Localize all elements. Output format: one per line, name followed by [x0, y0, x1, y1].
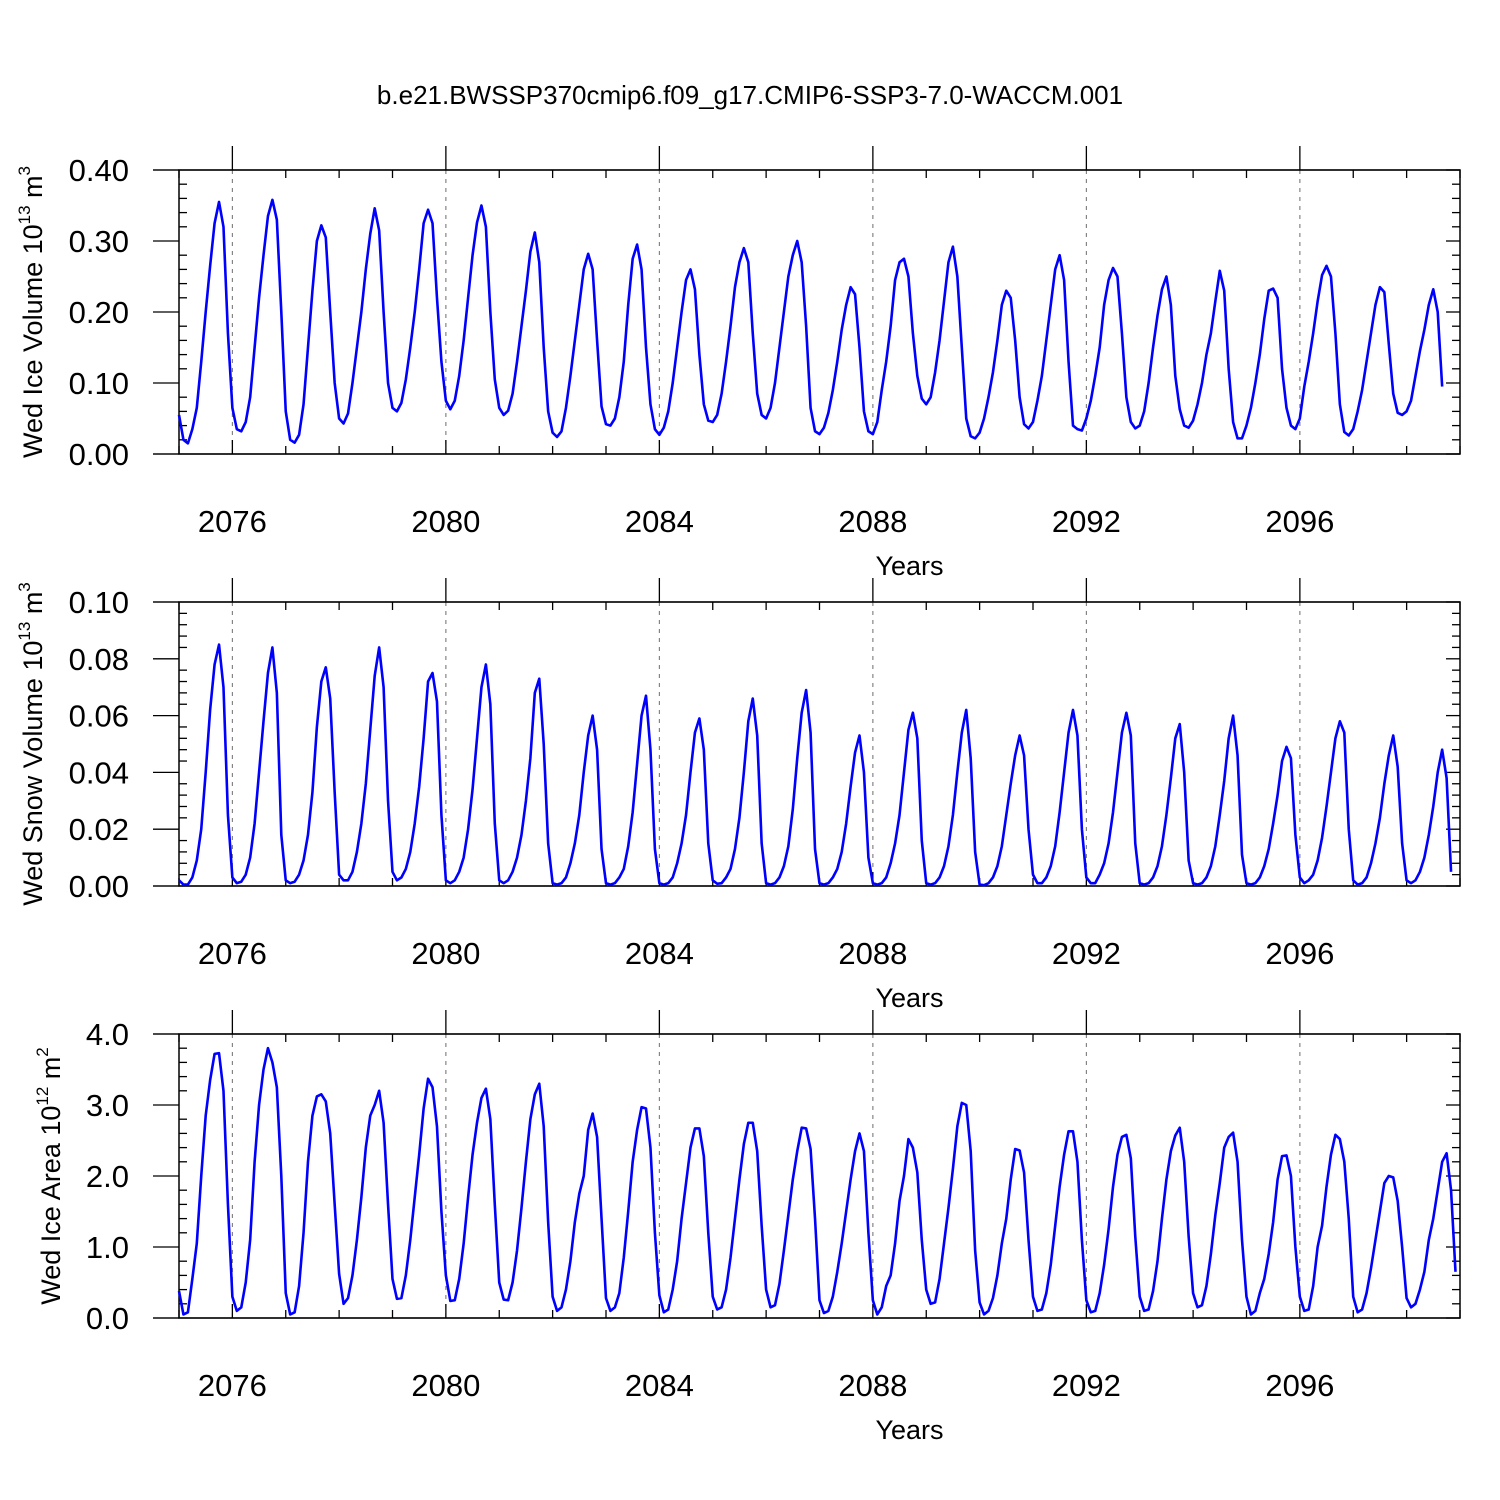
chart-panel-3: 0.0 1.0 2.0 3.0 4.0 2076 2080 2084 2088 2092 2096 Y… [33, 1010, 1461, 1445]
y-tick-label: 0.06 [69, 699, 129, 734]
y-tick-label: 0.20 [69, 295, 129, 330]
x-tick-label: 2092 [1052, 1368, 1121, 1403]
y-axis-title-unit: m [36, 1057, 66, 1087]
y-tick-label: 0.00 [69, 869, 129, 904]
x-axis-title: Years [875, 1415, 943, 1445]
y-tick-label: 0.10 [69, 585, 129, 620]
y-tick-label: 3.0 [86, 1088, 129, 1123]
x-tick-label: 2088 [838, 936, 907, 971]
y-axis-title-text: Wed Ice Area 10 [36, 1106, 66, 1305]
plot-frame [178, 169, 1461, 455]
x-tick-label: 2084 [625, 1368, 694, 1403]
y-tick-label: 2.0 [86, 1159, 129, 1194]
chart-panel-2: 0.00 0.02 0.04 0.06 0.08 0.10 2076 2080 2084 2088… [15, 578, 1461, 1013]
y-axis-title-text: Wed Snow Volume 10 [18, 641, 48, 906]
y-axis-title-unit-exponent: 2 [33, 1047, 52, 1056]
y-axis-title-unit: m [18, 175, 48, 205]
x-tick-label: 2092 [1052, 936, 1121, 971]
chart-panel-1: 0.00 0.10 0.20 0.30 0.40 2076 2080 2084 2088 2092… [15, 146, 1461, 581]
plot-frame [178, 1033, 1461, 1319]
y-axis-title-unit-exponent: 3 [15, 166, 34, 175]
x-tick-label: 2080 [411, 504, 480, 539]
x-tick-label: 2084 [625, 936, 694, 971]
y-axis-title-unit-exponent: 3 [15, 582, 34, 591]
series-line-1 [177, 198, 1444, 445]
x-tick-label: 2084 [625, 504, 694, 539]
y-axis-title: Wed Ice Volume 1013 m3 [15, 166, 48, 458]
x-tick-label: 2076 [198, 1368, 267, 1403]
x-tick-label: 2076 [198, 936, 267, 971]
x-tick-label: 2088 [838, 1368, 907, 1403]
y-axis-title-exponent: 13 [15, 622, 34, 641]
x-tick-label: 2092 [1052, 504, 1121, 539]
series-line-1 [178, 643, 1453, 887]
y-axis-title-text: Wed Ice Volume 10 [18, 224, 48, 458]
y-tick-label: 0.0 [86, 1301, 129, 1336]
x-tick-label: 2076 [198, 504, 267, 539]
y-axis-title-unit: m [18, 592, 48, 622]
x-tick-label: 2096 [1265, 936, 1334, 971]
y-axis-title-exponent: 13 [15, 205, 34, 224]
x-tick-label: 2080 [411, 1368, 480, 1403]
plot-frame [178, 601, 1461, 887]
x-tick-label: 2080 [411, 936, 480, 971]
x-tick-label: 2096 [1265, 1368, 1334, 1403]
y-tick-label: 0.04 [69, 755, 129, 790]
y-tick-label: 1.0 [86, 1230, 129, 1265]
y-tick-label: 0.30 [69, 224, 129, 259]
y-tick-label: 0.40 [69, 153, 129, 188]
x-tick-label: 2096 [1265, 504, 1334, 539]
x-tick-label: 2088 [838, 504, 907, 539]
y-axis-title: Wed Snow Volume 1013 m3 [15, 582, 48, 906]
y-axis-title-exponent: 12 [33, 1087, 52, 1106]
y-tick-label: 0.08 [69, 642, 129, 677]
x-axis-title: Years [875, 551, 943, 581]
chart-title: b.e21.BWSSP370cmip6.f09_g17.CMIP6-SSP3-7… [377, 80, 1123, 110]
y-tick-label: 0.00 [69, 437, 129, 472]
y-axis-title: Wed Ice Area 1012 m2 [33, 1047, 66, 1305]
y-tick-label: 0.10 [69, 366, 129, 401]
y-tick-label: 4.0 [86, 1017, 129, 1052]
y-tick-label: 0.02 [69, 812, 129, 847]
x-axis-title: Years [875, 983, 943, 1013]
series-line-1 [177, 1046, 1457, 1316]
